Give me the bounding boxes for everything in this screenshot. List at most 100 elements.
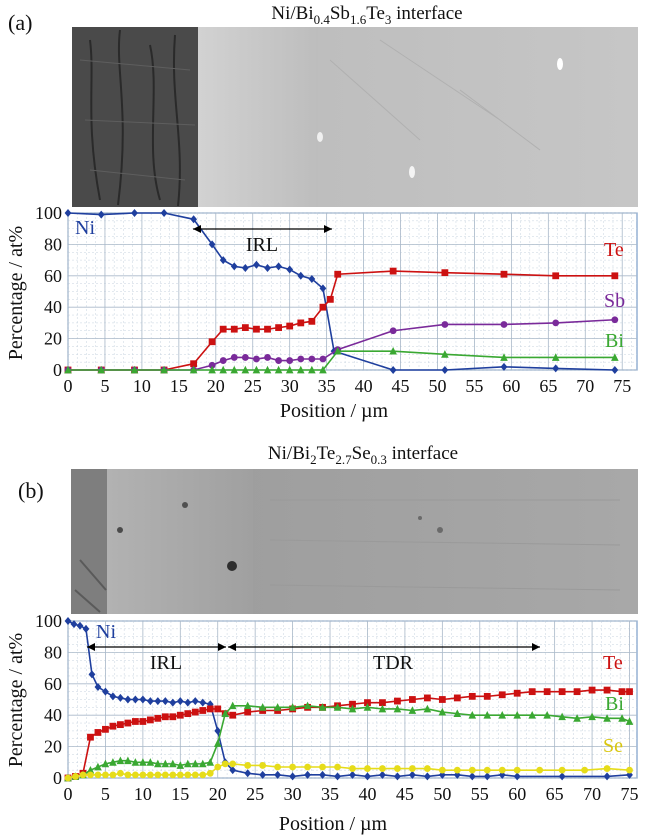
data-point-te bbox=[264, 325, 271, 333]
data-point-ni bbox=[208, 240, 216, 249]
data-point-te bbox=[453, 694, 461, 702]
sem-image-a bbox=[72, 27, 638, 207]
data-point-ni bbox=[389, 366, 397, 374]
data-point-ni bbox=[453, 770, 461, 779]
data-point-bi bbox=[64, 365, 72, 374]
data-point-ni bbox=[184, 698, 192, 707]
data-point-sb bbox=[441, 321, 449, 328]
y-axis-label-b: Percentage / at% bbox=[5, 633, 27, 767]
data-point-te bbox=[326, 295, 334, 303]
data-point-bi bbox=[543, 711, 551, 719]
data-point-te bbox=[131, 718, 139, 725]
data-point-ni bbox=[219, 256, 227, 265]
data-point-sb bbox=[241, 354, 249, 361]
data-point-ni bbox=[64, 617, 72, 625]
x-tick-label: 30 bbox=[284, 784, 302, 804]
data-point-bi bbox=[423, 704, 432, 713]
data-point-bi bbox=[274, 365, 283, 374]
data-point-ni bbox=[76, 621, 84, 630]
x-tick-label: 40 bbox=[355, 376, 373, 396]
y-tick-label: 60 bbox=[44, 266, 62, 286]
data-point-ni bbox=[154, 697, 162, 706]
data-point-bi bbox=[288, 703, 297, 711]
data-point-bi bbox=[308, 365, 316, 374]
data-point-te bbox=[244, 708, 252, 716]
x-tick-label: 50 bbox=[433, 784, 451, 804]
data-point-bi bbox=[453, 709, 462, 718]
data-point-te bbox=[146, 716, 154, 724]
data-point-ni bbox=[241, 263, 249, 272]
data-point-se bbox=[124, 771, 132, 779]
data-point-ni bbox=[468, 772, 476, 781]
data-point-se bbox=[131, 771, 139, 779]
x-tick-label: 5 bbox=[100, 376, 109, 396]
data-point-bi bbox=[500, 353, 508, 361]
data-point-bi bbox=[176, 761, 185, 769]
data-point-ni bbox=[160, 209, 168, 217]
data-point-se bbox=[64, 774, 72, 782]
data-point-se bbox=[154, 771, 162, 779]
data-point-ni bbox=[552, 364, 560, 373]
x-tick-label: 0 bbox=[64, 784, 73, 804]
data-point-bi bbox=[468, 711, 477, 719]
x-tick-label: 20 bbox=[209, 784, 227, 804]
data-point-bi bbox=[363, 703, 372, 711]
data-point-ni bbox=[483, 772, 491, 781]
tdr-annotation-b: TDR bbox=[373, 652, 414, 674]
series-label-te-a: Te bbox=[604, 239, 624, 261]
data-point-sb bbox=[275, 357, 283, 364]
data-point-te bbox=[588, 686, 596, 694]
x-tick-label: 15 bbox=[170, 376, 188, 396]
data-point-se bbox=[146, 771, 154, 779]
data-point-bi bbox=[393, 704, 402, 713]
data-point-te bbox=[408, 696, 416, 703]
data-point-te bbox=[214, 705, 222, 713]
x-tick-label: 20 bbox=[207, 376, 225, 396]
data-point-ni bbox=[190, 215, 198, 224]
data-point-se bbox=[581, 766, 588, 774]
data-point-bi bbox=[318, 703, 327, 711]
x-tick-label: 15 bbox=[171, 784, 189, 804]
data-point-se bbox=[87, 771, 94, 779]
data-point-bi bbox=[208, 365, 216, 374]
series-label-te-b: Te bbox=[603, 652, 623, 674]
data-point-se bbox=[214, 763, 222, 771]
x-tick-label: 60 bbox=[508, 784, 526, 804]
data-point-te bbox=[206, 705, 214, 713]
data-point-se bbox=[468, 766, 476, 774]
data-point-sb bbox=[264, 354, 271, 361]
data-point-se bbox=[259, 762, 267, 769]
data-point-se bbox=[483, 766, 491, 774]
data-point-bi bbox=[146, 758, 155, 766]
x-tick-label: 70 bbox=[576, 376, 594, 396]
data-point-te bbox=[573, 688, 581, 696]
data-point-bi bbox=[558, 712, 566, 721]
data-point-bi bbox=[573, 714, 581, 722]
data-point-ni bbox=[176, 697, 184, 706]
data-point-ni bbox=[438, 770, 446, 779]
x-tick-label: 35 bbox=[321, 784, 339, 804]
data-point-bi bbox=[603, 714, 611, 722]
x-tick-label: 70 bbox=[583, 784, 601, 804]
data-point-ni bbox=[364, 772, 371, 781]
data-point-sb bbox=[389, 327, 397, 335]
data-point-ni bbox=[199, 698, 207, 707]
data-point-ni bbox=[275, 262, 283, 271]
data-point-se bbox=[603, 765, 611, 772]
x-tick-label: 30 bbox=[281, 376, 299, 396]
data-point-te bbox=[154, 714, 162, 722]
data-point-se bbox=[79, 771, 87, 779]
series-label-bi-b: Bi bbox=[605, 693, 624, 715]
x-tick-label: 65 bbox=[546, 784, 564, 804]
x-tick-label: 55 bbox=[471, 784, 489, 804]
data-point-se bbox=[438, 766, 446, 774]
data-point-te bbox=[468, 692, 476, 700]
data-point-bi bbox=[285, 365, 294, 374]
series-label-se-b: Se bbox=[603, 735, 623, 757]
data-point-ni bbox=[94, 682, 102, 691]
data-point-bi bbox=[198, 759, 207, 768]
data-point-bi bbox=[333, 703, 342, 711]
data-point-te bbox=[190, 360, 198, 368]
data-point-te bbox=[552, 272, 560, 280]
data-point-sb bbox=[297, 355, 305, 363]
